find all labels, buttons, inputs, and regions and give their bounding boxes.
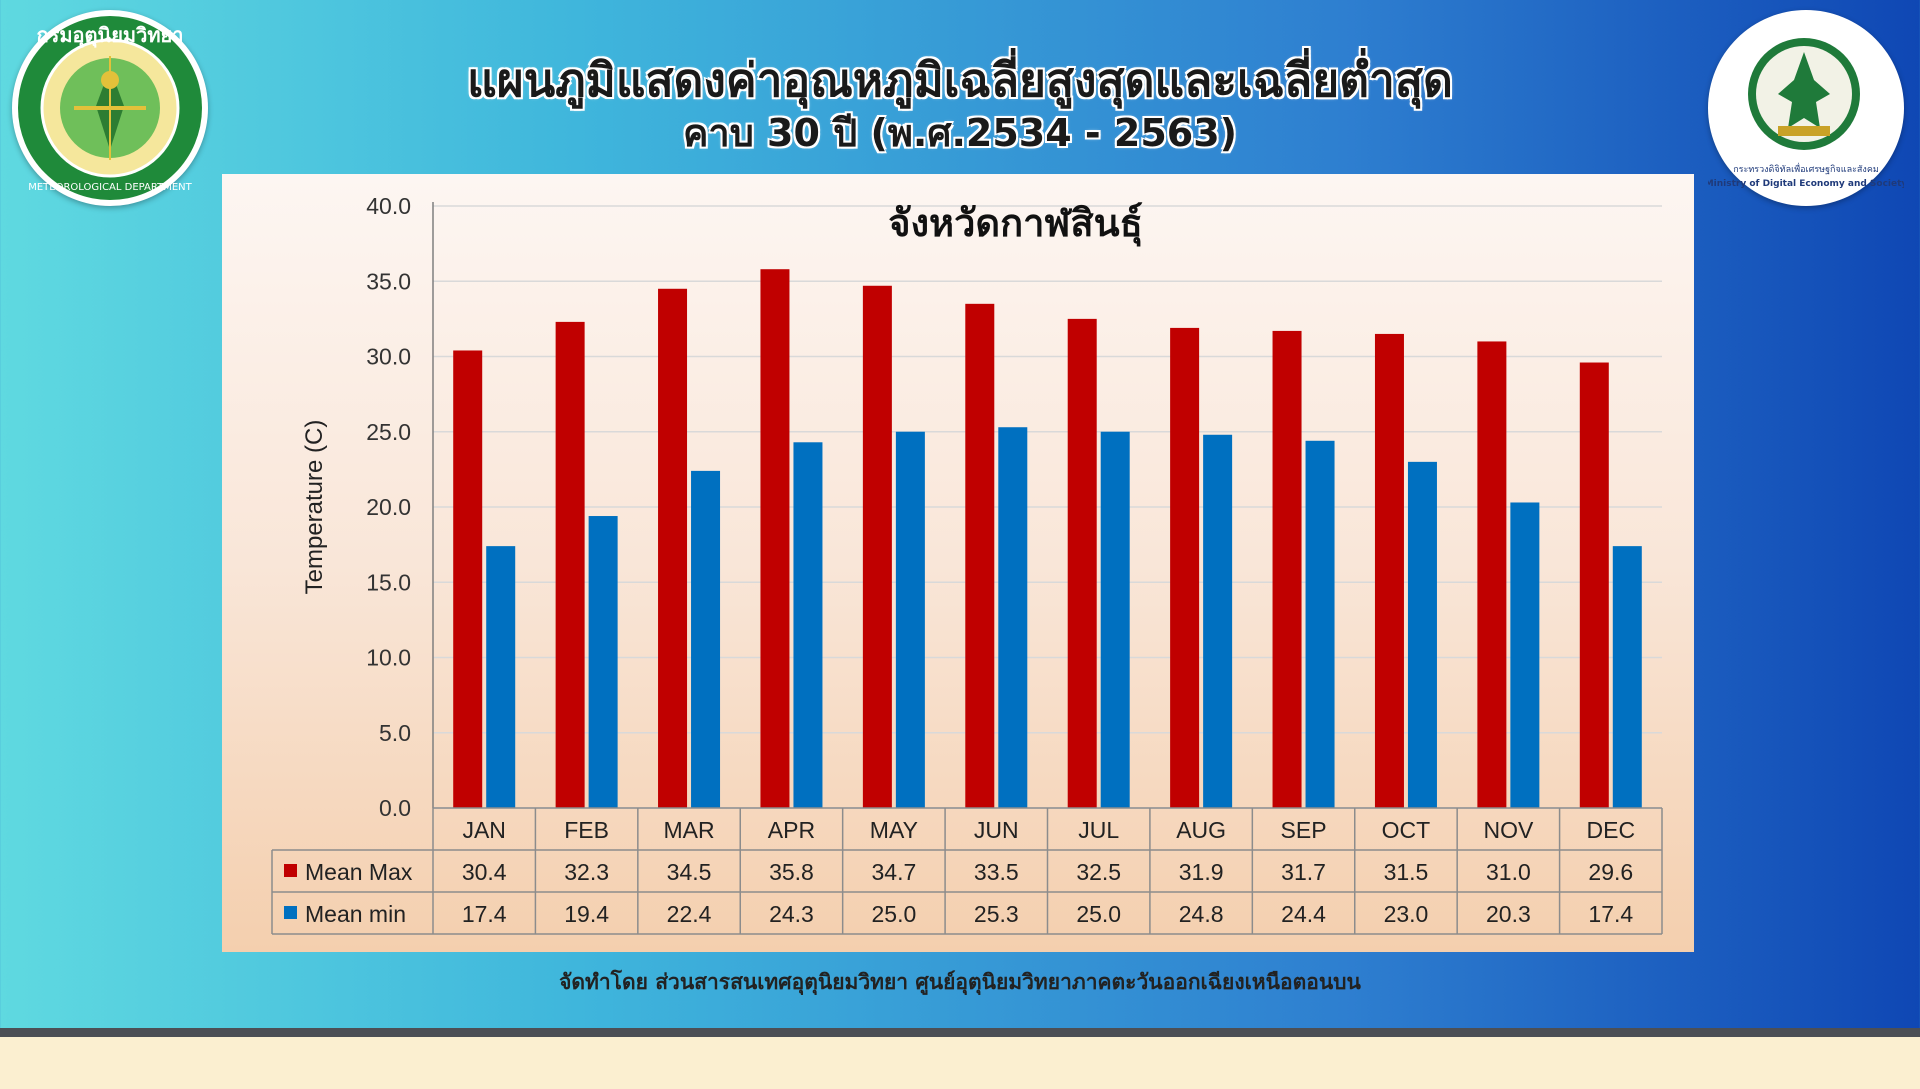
bar-mean-max (1272, 330, 1302, 808)
bar-mean-max (862, 285, 892, 808)
data-label: 31.7 (1281, 859, 1326, 885)
x-category-label: MAR (663, 817, 714, 843)
data-label: 31.9 (1179, 859, 1224, 885)
x-category-label: JUL (1078, 817, 1119, 843)
bar-mean-max (453, 350, 483, 808)
x-category-label: MAY (870, 817, 918, 843)
x-category-label: NOV (1483, 817, 1534, 843)
data-label: 23.0 (1384, 901, 1429, 927)
y-tick-label: 0.0 (379, 795, 411, 821)
y-axis-label: Temperature (C) (301, 420, 328, 595)
bar-mean-max (760, 269, 790, 809)
data-label: 17.4 (1588, 901, 1633, 927)
bar-mean-min (998, 427, 1028, 808)
bar-mean-max (1477, 341, 1507, 808)
x-category-label: DEC (1587, 817, 1636, 843)
meteorological-department-logo: กรมอุตุนิยมวิทยา METEOROLOGICAL DEPARTME… (12, 10, 208, 206)
data-label: 33.5 (974, 859, 1019, 885)
page-title: แผนภูมิแสดงค่าอุณหภูมิเฉลี่ยสูงสุดและเฉล… (467, 53, 1453, 107)
y-tick-label: 35.0 (366, 268, 411, 294)
x-category-label: OCT (1382, 817, 1431, 843)
chart-panel: 0.0 5.0 10.0 15.0 20.0 25.0 30.0 35.0 40.0 Temper… (222, 174, 1694, 952)
data-label: 22.4 (667, 901, 712, 927)
svg-text:กระทรวงดิจิทัลเพื่อเศรษฐกิจและ: กระทรวงดิจิทัลเพื่อเศรษฐกิจและสังคม (1733, 162, 1879, 175)
data-label: 25.0 (1076, 901, 1121, 927)
data-label: 24.3 (769, 901, 814, 927)
data-label: 29.6 (1588, 859, 1633, 885)
svg-text:METEOROLOGICAL DEPARTMENT: METEOROLOGICAL DEPARTMENT (28, 182, 192, 193)
bar-mean-max (1067, 318, 1097, 808)
ministry-seal-icon: กระทรวงดิจิทัลเพื่อเศรษฐกิจและสังคม Mini… (1708, 16, 1904, 200)
data-label: 30.4 (462, 859, 507, 885)
data-label: 31.5 (1384, 859, 1429, 885)
y-tick-label: 20.0 (366, 494, 411, 520)
bar-mean-min (691, 470, 721, 808)
bar-mean-min (1203, 434, 1233, 808)
y-tick-label: 5.0 (379, 720, 411, 746)
data-label: 25.0 (871, 901, 916, 927)
svg-text:กรมอุตุนิยมวิทยา: กรมอุตุนิยมวิทยา (37, 23, 184, 48)
data-label: 32.3 (564, 859, 609, 885)
bar-mean-min (1305, 440, 1335, 808)
bar-mean-max (1374, 333, 1404, 808)
x-category-label: JAN (462, 817, 505, 843)
data-label: 25.3 (974, 901, 1019, 927)
x-category-label: SEP (1281, 817, 1327, 843)
svg-text:Ministry of Digital Economy an: Ministry of Digital Economy and Society (1708, 179, 1904, 189)
bar-mean-max (1579, 362, 1609, 808)
y-tick-label: 15.0 (366, 569, 411, 595)
bar-mean-min (486, 546, 516, 808)
bar-mean-min (1510, 502, 1540, 808)
footer-bar (0, 1028, 1920, 1089)
data-label: 20.3 (1486, 901, 1531, 927)
data-label: 34.5 (667, 859, 712, 885)
y-tick-label: 10.0 (366, 645, 411, 671)
x-category-label: APR (768, 817, 815, 843)
data-label: 32.5 (1076, 859, 1121, 885)
page-subtitle: คาบ 30 ปี (พ.ศ.2534 - 2563) (682, 111, 1238, 155)
data-label: 35.8 (769, 859, 814, 885)
bar-mean-max (658, 288, 688, 808)
bar-mean-max (1170, 327, 1200, 808)
legend-label: Mean min (305, 901, 406, 927)
x-category-label: FEB (564, 817, 609, 843)
bar-mean-min (588, 516, 618, 808)
bar-mean-max (555, 321, 585, 808)
y-tick-label: 30.0 (366, 344, 411, 370)
bar-mean-min (1612, 546, 1642, 808)
legend-swatch (284, 864, 297, 877)
chart-title: จังหวัดกาฬสินธุ์ (888, 201, 1143, 247)
data-label: 19.4 (564, 901, 609, 927)
x-category-label: AUG (1176, 817, 1226, 843)
legend-swatch (284, 906, 297, 919)
data-label: 24.4 (1281, 901, 1326, 927)
data-label: 24.8 (1179, 901, 1224, 927)
ministry-logo: กระทรวงดิจิทัลเพื่อเศรษฐกิจและสังคม Mini… (1708, 10, 1904, 206)
x-category-label: JUN (974, 817, 1019, 843)
data-label: 31.0 (1486, 859, 1531, 885)
bar-mean-min (895, 431, 925, 808)
bar-mean-min (1100, 431, 1130, 808)
y-tick-label: 25.0 (366, 419, 411, 445)
bar-mean-max (965, 303, 995, 808)
data-label: 17.4 (462, 901, 507, 927)
bar-mean-min (793, 442, 823, 808)
footer-credit: จัดทำโดย ส่วนสารสนเทศอุตุนิยมวิทยา ศูนย์… (559, 970, 1361, 994)
legend-label: Mean Max (305, 859, 413, 885)
y-tick-label: 40.0 (366, 193, 411, 219)
bar-mean-min (1407, 461, 1437, 808)
data-label: 34.7 (871, 859, 916, 885)
seal-icon: กรมอุตุนิยมวิทยา METEOROLOGICAL DEPARTME… (18, 16, 202, 200)
bar-chart: 0.0 5.0 10.0 15.0 20.0 25.0 30.0 35.0 40.0 Temper… (271, 193, 1663, 935)
